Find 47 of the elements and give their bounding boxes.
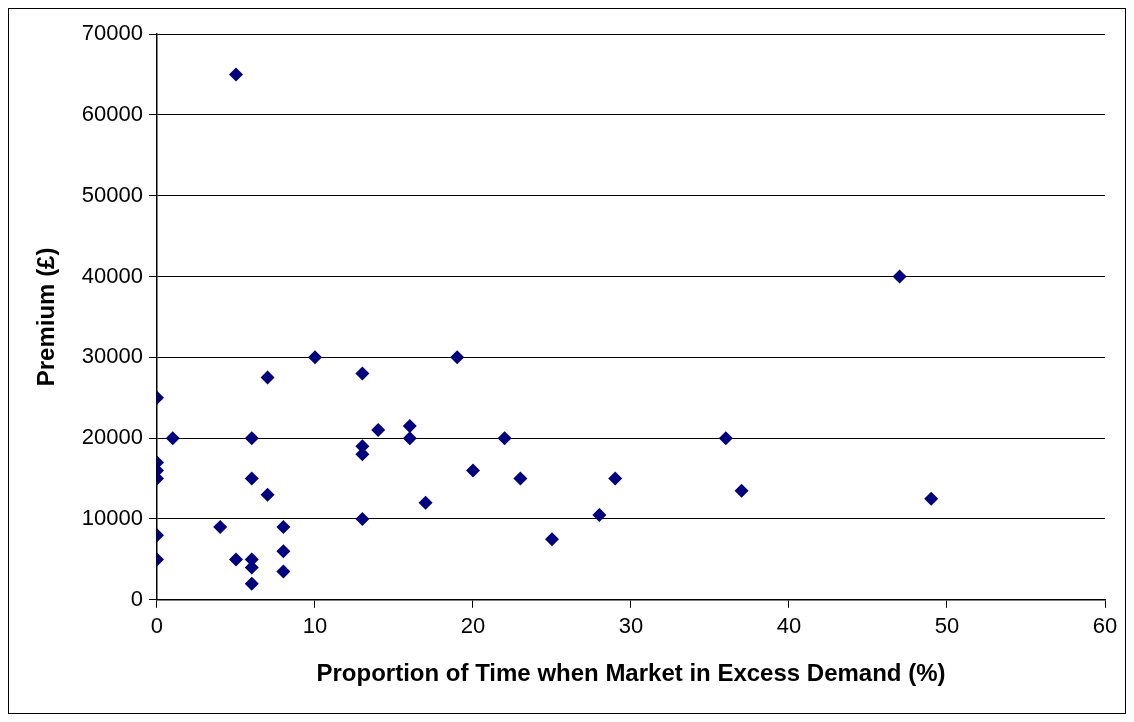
point [450,350,465,365]
x-tick-label: 30 [618,613,644,639]
x-tick-label: 50 [934,613,960,639]
point [371,423,386,438]
y-tick-label: 10000 [81,505,143,531]
y-tick-label: 50000 [81,181,143,207]
point [228,67,243,82]
point [892,269,907,284]
point [608,471,623,486]
point [402,431,417,446]
point [355,511,370,526]
point [244,431,259,446]
y-tick-label: 30000 [81,343,143,369]
point [402,419,417,434]
point [213,520,228,535]
point [276,520,291,535]
point [924,491,939,506]
y-tick-label: 40000 [81,262,143,288]
point [418,495,433,510]
y-tick-label: 0 [130,585,143,611]
point [497,431,512,446]
y-tick-label: 20000 [81,424,143,450]
x-tick-label: 0 [150,613,164,639]
x-tick-label: 60 [1092,613,1118,639]
point [307,350,322,365]
point [718,431,733,446]
point [228,552,243,567]
point [276,544,291,559]
x-tick-label: 20 [460,613,486,639]
x-axis-title: Proportion of Time when Market in Excess Demand (%) [316,659,946,687]
x-tick-label: 10 [302,613,328,639]
point [465,463,480,478]
point [544,532,559,547]
y-axis-title: Premium (£) [32,247,60,387]
point [260,487,275,502]
point [592,507,607,522]
point [165,431,180,446]
point [244,576,259,591]
point [244,471,259,486]
y-tick-label: 70000 [81,20,143,46]
y-tick-label: 60000 [81,100,143,126]
point [260,370,275,385]
x-tick-label: 40 [776,613,802,639]
point [355,366,370,381]
point [513,471,528,486]
point [276,564,291,579]
point [734,483,749,498]
